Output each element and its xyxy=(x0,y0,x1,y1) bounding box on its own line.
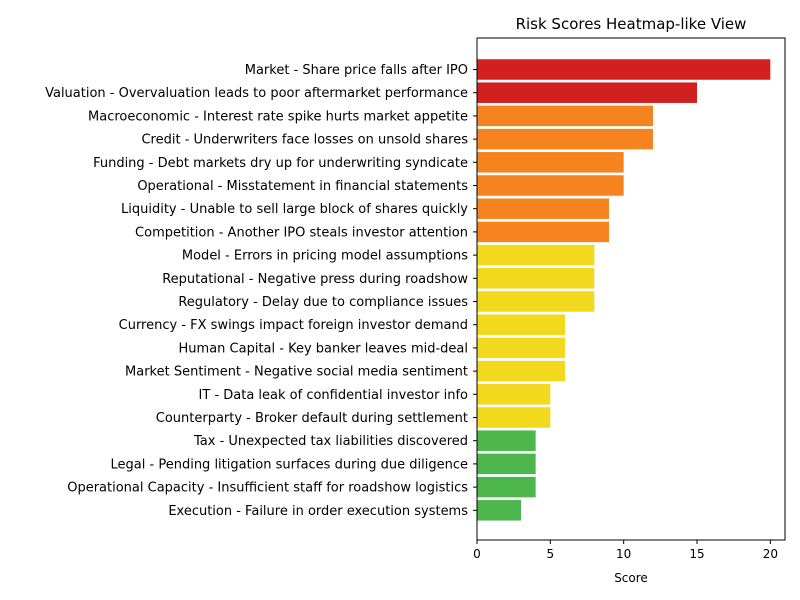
x-tick-label: 5 xyxy=(547,547,555,561)
category-label: Legal - Pending litigation surfaces duri… xyxy=(111,457,468,472)
category-label: Macroeconomic - Interest rate spike hurt… xyxy=(88,109,468,124)
bar xyxy=(477,268,595,289)
category-labels-group: Market - Share price falls after IPO Valu… xyxy=(45,63,477,519)
category-label: Competition - Another IPO steals investo… xyxy=(135,225,468,240)
bar xyxy=(477,221,609,243)
bar xyxy=(477,82,697,103)
bar xyxy=(477,59,771,80)
category-label: Funding - Debt markets dry up for underw… xyxy=(93,156,468,171)
x-ticks-group: 0 5 10 15 20 xyxy=(473,540,778,561)
plot-frame xyxy=(476,37,786,541)
category-label: Operational - Misstatement in financial … xyxy=(137,179,468,194)
category-label: Reputational - Negative press during roa… xyxy=(162,272,468,287)
bar xyxy=(477,360,565,382)
x-tick-label: 10 xyxy=(616,547,631,561)
category-label: Market Sentiment - Negative social media… xyxy=(125,365,468,380)
bar xyxy=(477,476,536,498)
bar xyxy=(477,198,609,219)
category-label: Valuation - Overvaluation leads to poor … xyxy=(45,86,468,101)
chart-title: Risk Scores Heatmap-like View xyxy=(516,15,747,33)
category-label: Currency - FX swings impact foreign inve… xyxy=(119,318,468,333)
bar xyxy=(477,128,653,150)
bar xyxy=(477,175,624,196)
category-label: Model - Errors in pricing model assumpti… xyxy=(182,249,468,264)
x-tick-label: 0 xyxy=(473,547,481,561)
bar xyxy=(477,407,551,428)
category-label: Tax - Unexpected tax liabilities discove… xyxy=(193,434,468,449)
bar xyxy=(477,105,653,127)
bar xyxy=(477,453,536,475)
category-label: IT - Data leak of confidential investor … xyxy=(199,388,469,403)
bar xyxy=(477,291,595,312)
bar xyxy=(477,430,536,451)
bar xyxy=(477,244,595,266)
category-label: Operational Capacity - Insufficient staf… xyxy=(67,481,468,496)
bar xyxy=(477,500,521,521)
category-label: Credit - Underwriters face losses on uns… xyxy=(141,133,468,148)
category-label: Market - Share price falls after IPO xyxy=(245,63,468,78)
bar xyxy=(477,152,624,173)
category-label: Regulatory - Delay due to compliance iss… xyxy=(178,295,468,310)
x-tick-label: 15 xyxy=(689,547,704,561)
bar xyxy=(477,337,565,359)
category-label: Execution - Failure in order execution s… xyxy=(168,504,468,519)
x-axis-label: Score xyxy=(614,571,648,585)
category-label: Liquidity - Unable to sell large block o… xyxy=(121,202,468,217)
bar xyxy=(477,314,565,335)
bars-group xyxy=(477,59,771,521)
category-label: Counterparty - Broker default during set… xyxy=(156,411,468,426)
x-tick-label: 20 xyxy=(763,547,778,561)
bar xyxy=(477,384,551,405)
category-label: Human Capital - Key banker leaves mid-de… xyxy=(179,341,468,356)
